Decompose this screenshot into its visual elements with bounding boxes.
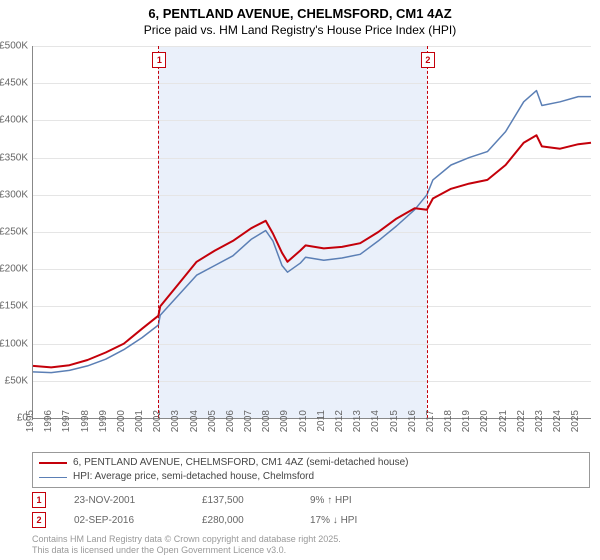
x-axis-label: 2005 xyxy=(207,410,218,432)
x-axis-label: 2013 xyxy=(352,410,363,432)
x-axis-label: 2003 xyxy=(170,410,181,432)
y-axis-label: £0 xyxy=(0,413,28,424)
legend-swatch xyxy=(39,462,67,464)
transaction-price: £280,000 xyxy=(202,515,282,526)
y-axis-label: £250K xyxy=(0,227,28,238)
x-axis-label: 2002 xyxy=(152,410,163,432)
x-axis-label: 2019 xyxy=(461,410,472,432)
x-axis-label: 2024 xyxy=(552,410,563,432)
marker-vline xyxy=(158,46,159,418)
chart-title-line1: 6, PENTLAND AVENUE, CHELMSFORD, CM1 4AZ xyxy=(0,6,600,23)
x-axis-label: 2017 xyxy=(425,410,436,432)
y-axis-label: £500K xyxy=(0,41,28,52)
x-axis-label: 2015 xyxy=(389,410,400,432)
legend-swatch xyxy=(39,477,67,478)
series-price_paid xyxy=(33,135,591,367)
y-axis-label: £400K xyxy=(0,115,28,126)
legend-row: 6, PENTLAND AVENUE, CHELMSFORD, CM1 4AZ … xyxy=(39,456,583,470)
x-axis-label: 1995 xyxy=(25,410,36,432)
footer-copyright: Contains HM Land Registry data © Crown c… xyxy=(32,534,592,545)
transaction-price: £137,500 xyxy=(202,495,282,506)
chart-title-line2: Price paid vs. HM Land Registry's House … xyxy=(0,23,600,37)
x-axis-label: 2007 xyxy=(243,410,254,432)
x-axis-label: 1996 xyxy=(43,410,54,432)
series-hpi xyxy=(33,91,591,373)
y-axis-label: £200K xyxy=(0,264,28,275)
transaction-date: 02-SEP-2016 xyxy=(74,515,174,526)
x-axis-label: 2018 xyxy=(443,410,454,432)
x-axis-label: 2000 xyxy=(116,410,127,432)
plot-area: 12 xyxy=(32,46,591,419)
x-axis-label: 2012 xyxy=(334,410,345,432)
y-axis-label: £300K xyxy=(0,189,28,200)
marker-vline xyxy=(427,46,428,418)
legend-label: HPI: Average price, semi-detached house,… xyxy=(73,470,314,484)
y-axis-label: £450K xyxy=(0,78,28,89)
y-axis-label: £150K xyxy=(0,301,28,312)
x-axis-label: 2004 xyxy=(189,410,200,432)
x-axis-label: 1997 xyxy=(61,410,72,432)
x-axis-label: 2011 xyxy=(316,410,327,432)
x-axis-label: 2006 xyxy=(225,410,236,432)
legend-row: HPI: Average price, semi-detached house,… xyxy=(39,470,583,484)
x-axis-label: 2020 xyxy=(479,410,490,432)
line-svg xyxy=(33,46,591,418)
x-axis-label: 2016 xyxy=(407,410,418,432)
x-axis-label: 2008 xyxy=(261,410,272,432)
y-axis-label: £100K xyxy=(0,338,28,349)
marker-badge: 1 xyxy=(32,492,46,508)
chart-container: 6, PENTLAND AVENUE, CHELMSFORD, CM1 4AZ … xyxy=(0,0,600,560)
x-axis-label: 1999 xyxy=(98,410,109,432)
x-axis-label: 2025 xyxy=(570,410,581,432)
x-axis-label: 2009 xyxy=(279,410,290,432)
transaction-row: 2 02-SEP-2016 £280,000 17% ↓ HPI xyxy=(32,512,590,528)
x-axis-label: 2010 xyxy=(298,410,309,432)
x-axis-label: 2022 xyxy=(516,410,527,432)
y-axis-label: £350K xyxy=(0,152,28,163)
legend-label: 6, PENTLAND AVENUE, CHELMSFORD, CM1 4AZ … xyxy=(73,456,408,470)
transaction-row: 1 23-NOV-2001 £137,500 9% ↑ HPI xyxy=(32,492,590,508)
y-axis-label: £50K xyxy=(0,375,28,386)
x-axis-label: 1998 xyxy=(80,410,91,432)
x-axis-label: 2001 xyxy=(134,410,145,432)
transaction-date: 23-NOV-2001 xyxy=(74,495,174,506)
footer-license: This data is licensed under the Open Gov… xyxy=(32,545,592,556)
transaction-delta: 17% ↓ HPI xyxy=(310,515,357,526)
transaction-delta: 9% ↑ HPI xyxy=(310,495,352,506)
x-axis-label: 2023 xyxy=(534,410,545,432)
marker-badge: 2 xyxy=(421,52,435,68)
legend-box: 6, PENTLAND AVENUE, CHELMSFORD, CM1 4AZ … xyxy=(32,452,590,488)
marker-badge: 1 xyxy=(152,52,166,68)
x-axis-label: 2021 xyxy=(498,410,509,432)
marker-badge: 2 xyxy=(32,512,46,528)
x-axis-label: 2014 xyxy=(370,410,381,432)
